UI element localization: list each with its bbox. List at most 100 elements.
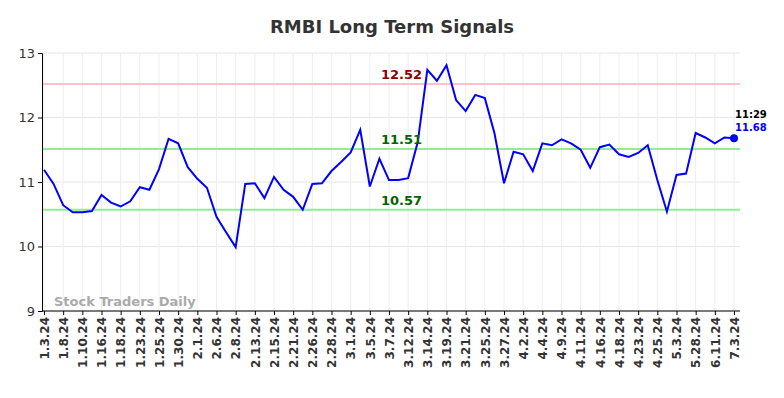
x-grid-line xyxy=(235,53,236,311)
x-tick-mark xyxy=(217,311,218,315)
x-tick-mark xyxy=(63,311,64,315)
x-tick-mark xyxy=(485,311,486,315)
x-grid-line xyxy=(139,53,140,311)
x-grid-line xyxy=(446,53,447,311)
x-grid-line xyxy=(580,53,581,311)
x-tick-label: 1.16.24 xyxy=(95,317,109,368)
x-tick-label: 3.25.24 xyxy=(479,317,493,368)
x-grid-line xyxy=(542,53,543,311)
x-tick-label: 3.14.24 xyxy=(421,317,435,368)
x-grid-line xyxy=(159,53,160,311)
x-tick-label: 3.7.24 xyxy=(383,317,397,360)
reference-line xyxy=(42,209,740,211)
x-grid-line xyxy=(734,53,735,311)
x-grid-line xyxy=(120,53,121,311)
x-tick-mark xyxy=(370,311,371,315)
x-tick-label: 2.15.24 xyxy=(268,317,282,368)
last-point xyxy=(730,134,738,142)
x-tick-label: 1.18.24 xyxy=(114,317,128,368)
x-tick-label: 2.13.24 xyxy=(249,317,263,368)
y-tick-mark xyxy=(38,247,42,248)
x-grid-line xyxy=(465,53,466,311)
y-grid-line xyxy=(42,53,740,54)
x-tick: 2.6.24 xyxy=(210,311,224,360)
x-tick: 7.3.24 xyxy=(728,311,742,360)
x-tick-mark xyxy=(734,311,735,315)
x-grid-line xyxy=(408,53,409,311)
x-tick: 3.7.24 xyxy=(383,311,397,360)
x-tick: 2.8.24 xyxy=(229,311,243,360)
x-tick-mark xyxy=(542,311,543,315)
x-grid-line xyxy=(695,53,696,311)
y-tick-label: 13 xyxy=(18,46,35,61)
x-tick-label: 1.8.24 xyxy=(57,317,71,360)
reference-label: 12.52 xyxy=(381,67,422,82)
x-tick-label: 4.4.24 xyxy=(536,317,550,360)
x-tick-mark xyxy=(236,311,237,315)
x-tick-mark xyxy=(121,311,122,315)
x-tick: 2.1.24 xyxy=(191,311,205,360)
x-tick: 4.11.24 xyxy=(574,311,588,368)
x-tick-mark xyxy=(447,311,448,315)
x-tick-label: 2.26.24 xyxy=(306,317,320,368)
chart: RMBI Long Term Signals12.5211.5110.5711:… xyxy=(0,0,784,398)
x-tick-mark xyxy=(312,311,313,315)
x-grid-line xyxy=(714,53,715,311)
y-tick: 10 xyxy=(18,239,42,254)
x-grid-line xyxy=(350,53,351,311)
reference-line xyxy=(42,148,740,150)
x-grid-line xyxy=(197,53,198,311)
x-tick: 4.9.24 xyxy=(555,311,569,360)
x-tick: 2.28.24 xyxy=(325,311,339,368)
x-tick: 6.11.24 xyxy=(709,311,723,368)
x-tick-label: 2.1.24 xyxy=(191,317,205,360)
x-tick: 1.30.24 xyxy=(172,311,186,368)
title: RMBI Long Term Signals xyxy=(270,16,514,37)
x-tick-mark xyxy=(677,311,678,315)
x-tick-label: 4.9.24 xyxy=(555,317,569,360)
x-tick: 4.16.24 xyxy=(594,311,608,368)
x-grid-line xyxy=(331,53,332,311)
grid xyxy=(42,53,740,311)
y-grid-line xyxy=(42,182,740,183)
y-tick-label: 11 xyxy=(18,175,35,190)
x-grid-line xyxy=(293,53,294,311)
reference-label: 11.51 xyxy=(381,132,422,147)
x-tick-label: 5.28.24 xyxy=(689,317,703,368)
x-grid-line xyxy=(523,53,524,311)
x-tick-mark xyxy=(523,311,524,315)
x-tick-label: 7.3.24 xyxy=(728,317,742,360)
x-tick: 3.14.24 xyxy=(421,311,435,368)
x-tick: 3.5.24 xyxy=(364,311,378,360)
y-tick: 9 xyxy=(27,304,42,319)
x-grid-line xyxy=(101,53,102,311)
y-grid-line xyxy=(42,246,740,247)
x-tick-mark xyxy=(351,311,352,315)
x-tick: 1.25.24 xyxy=(153,311,167,368)
watermark: Stock Traders Daily xyxy=(54,294,196,309)
x-tick-mark xyxy=(332,311,333,315)
last-value: 11.68 xyxy=(735,122,767,133)
x-tick: 1.8.24 xyxy=(57,311,71,360)
x-tick-label: 2.6.24 xyxy=(210,317,224,360)
x-tick-label: 1.30.24 xyxy=(172,317,186,368)
x-tick-label: 1.23.24 xyxy=(134,317,148,368)
y-tick-mark xyxy=(38,182,42,183)
x-axis-line xyxy=(42,311,740,312)
x-tick-label: 4.11.24 xyxy=(574,317,588,368)
y-tick-mark xyxy=(38,53,42,54)
x-tick-label: 4.2.24 xyxy=(517,317,531,360)
x-tick-label: 2.8.24 xyxy=(229,317,243,360)
x-tick-mark xyxy=(255,311,256,315)
x-tick-label: 3.21.24 xyxy=(459,317,473,368)
x-tick-mark xyxy=(274,311,275,315)
x-tick: 3.21.24 xyxy=(459,311,473,368)
x-grid-line xyxy=(389,53,390,311)
x-tick: 1.16.24 xyxy=(95,311,109,368)
x-tick-mark xyxy=(427,311,428,315)
x-tick: 3.19.24 xyxy=(440,311,454,368)
x-tick: 5.3.24 xyxy=(670,311,684,360)
x-tick-label: 1.25.24 xyxy=(153,317,167,368)
x-tick-label: 3.5.24 xyxy=(364,317,378,360)
x-tick-mark xyxy=(638,311,639,315)
